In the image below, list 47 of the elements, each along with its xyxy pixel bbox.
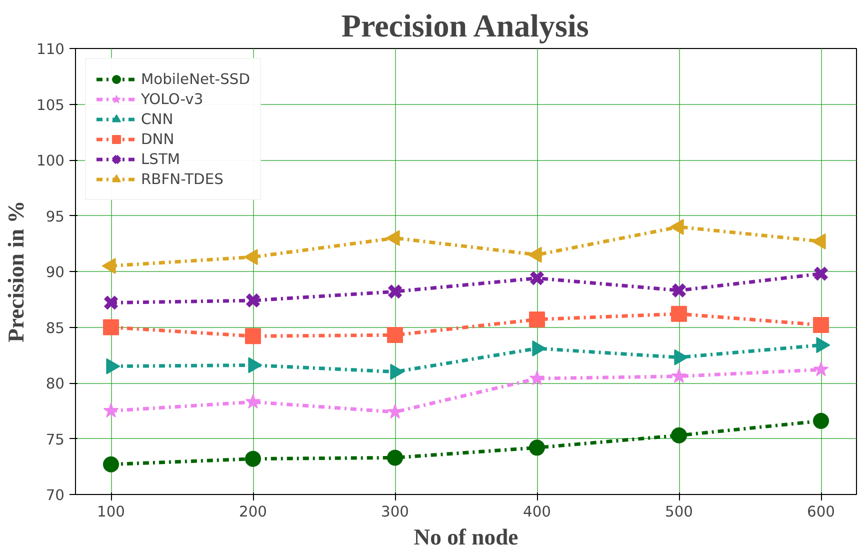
point bbox=[245, 394, 261, 409]
y-tick-label: 90 bbox=[46, 264, 65, 281]
point bbox=[245, 292, 261, 308]
legend-label: YOLO-v3 bbox=[141, 90, 204, 108]
legend-label: CNN bbox=[141, 110, 174, 128]
point bbox=[103, 456, 119, 472]
point bbox=[103, 294, 119, 311]
point bbox=[671, 427, 687, 444]
y-tick-label: 100 bbox=[36, 152, 65, 170]
point bbox=[529, 440, 545, 456]
point bbox=[671, 368, 687, 383]
point bbox=[529, 370, 545, 386]
point bbox=[671, 306, 687, 322]
point bbox=[813, 266, 829, 282]
y-axis-title: Precision in % bbox=[4, 200, 29, 342]
point bbox=[245, 450, 261, 467]
point bbox=[103, 402, 119, 418]
point bbox=[813, 362, 829, 376]
y-tick-label: 70 bbox=[46, 487, 65, 504]
legend-label: LSTM bbox=[141, 150, 180, 168]
point bbox=[245, 328, 261, 344]
point bbox=[529, 270, 545, 286]
point bbox=[529, 311, 545, 328]
y-tick-label: 105 bbox=[36, 96, 65, 114]
x-tick-label: 200 bbox=[239, 504, 267, 520]
point bbox=[387, 284, 403, 300]
x-tick-label: 600 bbox=[807, 504, 835, 520]
legend-label: RBFN-TDES bbox=[141, 170, 224, 188]
point bbox=[813, 317, 829, 334]
y-tick-label: 75 bbox=[46, 431, 65, 448]
x-tick-label: 400 bbox=[523, 504, 551, 520]
point bbox=[387, 450, 403, 466]
y-tick-label: 85 bbox=[46, 320, 65, 337]
x-tick-label: 300 bbox=[381, 504, 409, 520]
y-tick-label: 80 bbox=[46, 376, 65, 392]
y-tick-label: 110 bbox=[36, 41, 65, 58]
legend-label: DNN bbox=[141, 130, 174, 148]
chart-title: Precision Analysis bbox=[341, 8, 589, 44]
point bbox=[387, 327, 403, 344]
point bbox=[671, 282, 687, 298]
point bbox=[103, 319, 119, 336]
legend-label: MobileNet-SSD bbox=[141, 70, 250, 88]
x-tick-label: 500 bbox=[665, 504, 693, 520]
point bbox=[813, 412, 829, 429]
x-tick-label: 100 bbox=[97, 504, 125, 520]
x-axis-title: No of node bbox=[414, 524, 518, 550]
y-tick-label: 95 bbox=[46, 208, 65, 226]
